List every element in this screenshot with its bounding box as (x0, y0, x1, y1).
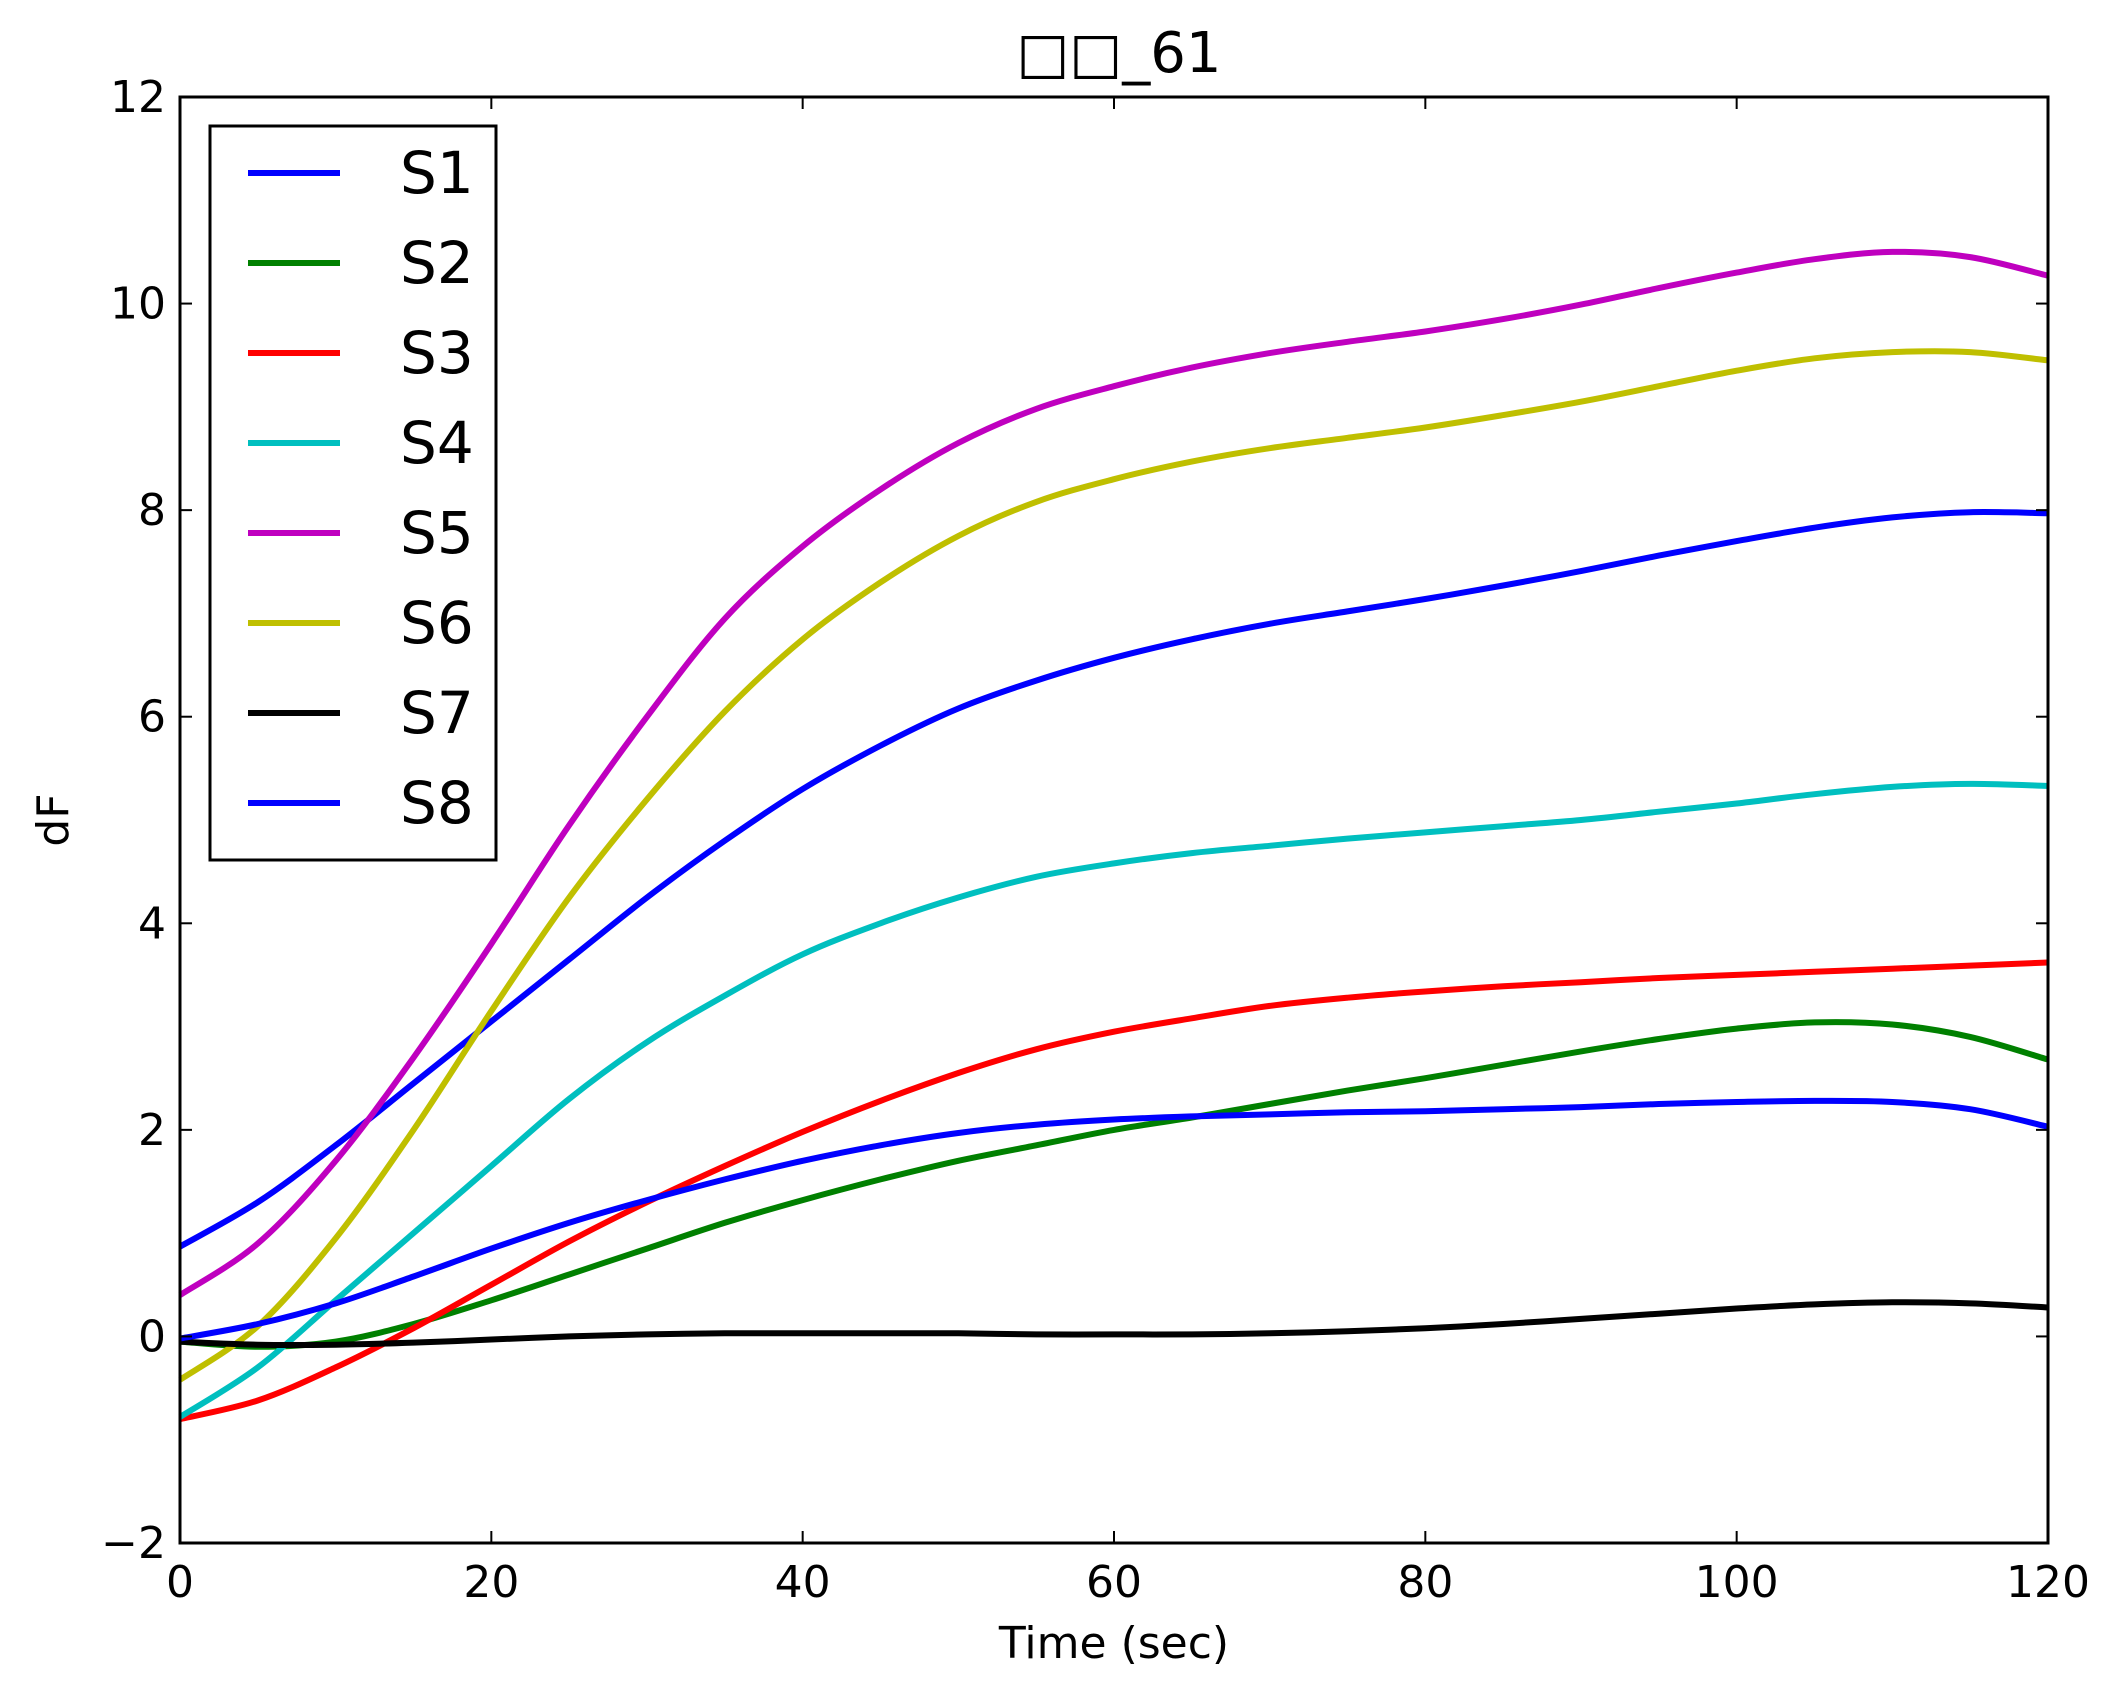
series-line-s4 (178, 780, 2049, 1420)
series-layer (178, 248, 2049, 1423)
chart-title: □□_61 (1016, 21, 1221, 86)
series-line-s2 (179, 1019, 2049, 1350)
series-line-s5 (178, 248, 2049, 1298)
y-tick-label: 6 (138, 692, 166, 743)
y-tick-label: 10 (110, 279, 166, 330)
x-tick-label: 60 (1086, 1557, 1142, 1608)
legend: S1 S2 S3 S4 S5 S6 S7 S8 (208, 124, 498, 862)
legend-label-s7: S7 (400, 679, 474, 747)
y-axis-title: dF (28, 793, 79, 846)
y-tick-label: 0 (138, 1311, 166, 1362)
x-tick-label: 20 (463, 1557, 519, 1608)
x-tick-label: 120 (2006, 1557, 2090, 1608)
legend-label-s4: S4 (400, 409, 474, 477)
series-line-s3 (179, 959, 2049, 1423)
series-line-s7 (179, 1299, 2049, 1349)
legend-label-s3: S3 (400, 319, 474, 387)
y-tick-label: 8 (138, 485, 166, 536)
legend-frame (208, 124, 498, 862)
y-tick-label: 12 (110, 72, 166, 123)
legend-label-s8: S8 (400, 769, 474, 837)
series-line-s6 (178, 348, 2049, 1383)
x-tick-label: 0 (166, 1557, 194, 1608)
x-tick-label: 100 (1695, 1557, 1779, 1608)
legend-label-s1: S1 (400, 139, 474, 207)
legend-label-s6: S6 (400, 589, 474, 657)
y-tick-label: 2 (138, 1105, 166, 1156)
x-axis-title: Time (sec) (998, 1618, 1229, 1669)
series-line-s8 (179, 1097, 2049, 1342)
legend-label-s2: S2 (400, 229, 474, 297)
legend-label-s5: S5 (400, 499, 474, 567)
x-tick-label: 40 (775, 1557, 831, 1608)
y-tick-label: −2 (101, 1518, 166, 1569)
x-tick-label: 80 (1397, 1557, 1453, 1608)
y-tick-label: 4 (138, 898, 166, 949)
